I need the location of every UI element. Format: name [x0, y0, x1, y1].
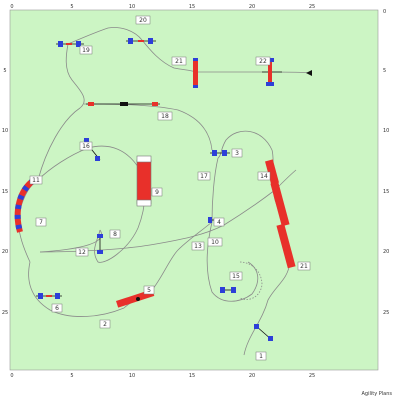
label-11: 11 — [29, 175, 43, 185]
left-tick-5: 5 — [3, 68, 6, 74]
left-tick-15: 15 — [2, 189, 8, 195]
path-start-to-21 — [243, 261, 291, 356]
svg-text:3: 3 — [235, 150, 239, 157]
svg-text:6: 6 — [55, 305, 59, 312]
left-tick-25: 25 — [2, 310, 8, 316]
bottom-tick-0: 0 — [10, 373, 13, 379]
left-axis-ticks: 5 10 15 20 25 — [2, 68, 8, 316]
right-tick-20: 20 — [383, 249, 389, 255]
bottom-tick-10: 10 — [129, 373, 135, 379]
svg-text:9: 9 — [155, 189, 159, 196]
path-lower-loop — [206, 221, 259, 302]
svg-text:11: 11 — [32, 177, 40, 184]
jump-19 — [56, 41, 84, 47]
svg-text:12: 12 — [78, 249, 86, 256]
svg-text:21: 21 — [175, 58, 183, 65]
svg-text:15: 15 — [232, 273, 240, 280]
left-tick-10: 10 — [2, 128, 8, 134]
label-10: 10 — [207, 237, 223, 247]
label-14: 14 — [257, 171, 271, 181]
path-9-to-12 — [94, 227, 139, 263]
label-9: 9 — [151, 187, 163, 197]
path-20-to-21 — [141, 39, 197, 73]
svg-text:16: 16 — [82, 143, 90, 150]
label-7: 7 — [35, 217, 47, 227]
label-3: 3 — [231, 148, 243, 158]
label-12: 12 — [75, 247, 89, 257]
right-tick-5: 5 — [383, 68, 386, 74]
svg-text:19: 19 — [82, 47, 90, 54]
jump-1 — [254, 324, 273, 341]
label-2: 2 — [99, 319, 111, 329]
bottom-tick-5: 5 — [70, 373, 73, 379]
tire-9 — [136, 155, 152, 207]
right-tick-25: 25 — [383, 310, 389, 316]
svg-text:13: 13 — [194, 243, 202, 250]
svg-text:18: 18 — [161, 113, 169, 120]
svg-text:2: 2 — [103, 321, 107, 328]
bottom-tick-15: 15 — [189, 373, 195, 379]
label-17: 17 — [197, 171, 211, 181]
label-8: 8 — [109, 229, 121, 239]
top-tick-25: 25 — [309, 4, 315, 10]
bottom-tick-20: 20 — [249, 373, 255, 379]
top-tick-15: 15 — [189, 4, 195, 10]
svg-text:21: 21 — [300, 263, 308, 270]
svg-text:5: 5 — [147, 287, 151, 294]
label-6: 6 — [51, 303, 63, 313]
right-tick-10: 10 — [383, 128, 389, 134]
right-tick-15: 15 — [383, 189, 389, 195]
path-3-to-4 — [211, 157, 219, 223]
svg-text:17: 17 — [200, 173, 208, 180]
top-tick-5: 5 — [70, 4, 73, 10]
path-dotted-15 — [239, 261, 263, 300]
top-tick-20: 20 — [249, 4, 255, 10]
label-22: 22 — [255, 56, 271, 66]
path-19-to-20 — [67, 27, 143, 45]
jump-12 — [97, 234, 103, 254]
label-5: 5 — [143, 285, 155, 295]
right-tick-0: 0 — [383, 9, 386, 15]
top-tick-10: 10 — [129, 4, 135, 10]
left-tick-20: 20 — [2, 249, 8, 255]
label-15: 15 — [229, 271, 243, 281]
svg-text:22: 22 — [259, 58, 267, 65]
svg-text:7: 7 — [39, 219, 43, 226]
label-4: 4 — [213, 217, 225, 227]
label-13: 13 — [191, 241, 205, 251]
path-loop-to-6 — [28, 261, 125, 317]
svg-text:1: 1 — [259, 353, 263, 360]
label-21-top: 21 — [171, 56, 187, 66]
bottom-axis-ticks: 0 5 10 15 20 25 — [10, 373, 315, 379]
path-14-to-3 — [217, 130, 273, 159]
label-21-right: 21 — [297, 261, 311, 271]
obstacle-labels: 20 19 21 22 18 16 3 17 14 11 9 7 4 13 12… — [29, 15, 311, 361]
right-axis-ticks: 0 5 10 15 20 25 — [383, 9, 389, 316]
a-frame-14 — [265, 159, 296, 269]
label-18: 18 — [157, 111, 173, 121]
top-tick-0: 0 — [10, 4, 13, 10]
path-13-to-right — [39, 224, 225, 253]
jump-20 — [126, 38, 156, 44]
svg-text:8: 8 — [113, 231, 117, 238]
label-1: 1 — [255, 351, 267, 361]
jump-18 — [86, 102, 160, 106]
svg-text:10: 10 — [211, 239, 219, 246]
label-19: 19 — [79, 45, 93, 55]
jump-10 — [220, 287, 236, 293]
svg-text:4: 4 — [217, 219, 221, 226]
label-16: 16 — [79, 141, 93, 151]
label-20: 20 — [135, 15, 151, 25]
svg-text:14: 14 — [260, 173, 268, 180]
jump-3 — [210, 150, 230, 156]
jump-6 — [36, 293, 62, 299]
path-11-to-18 — [37, 43, 85, 181]
weave-21-top — [193, 58, 198, 88]
svg-text:20: 20 — [139, 17, 147, 24]
footer-credit: Agility Plans — [361, 391, 392, 397]
bottom-tick-25: 25 — [309, 373, 315, 379]
top-axis-ticks: 0 5 10 15 20 25 — [10, 4, 315, 10]
